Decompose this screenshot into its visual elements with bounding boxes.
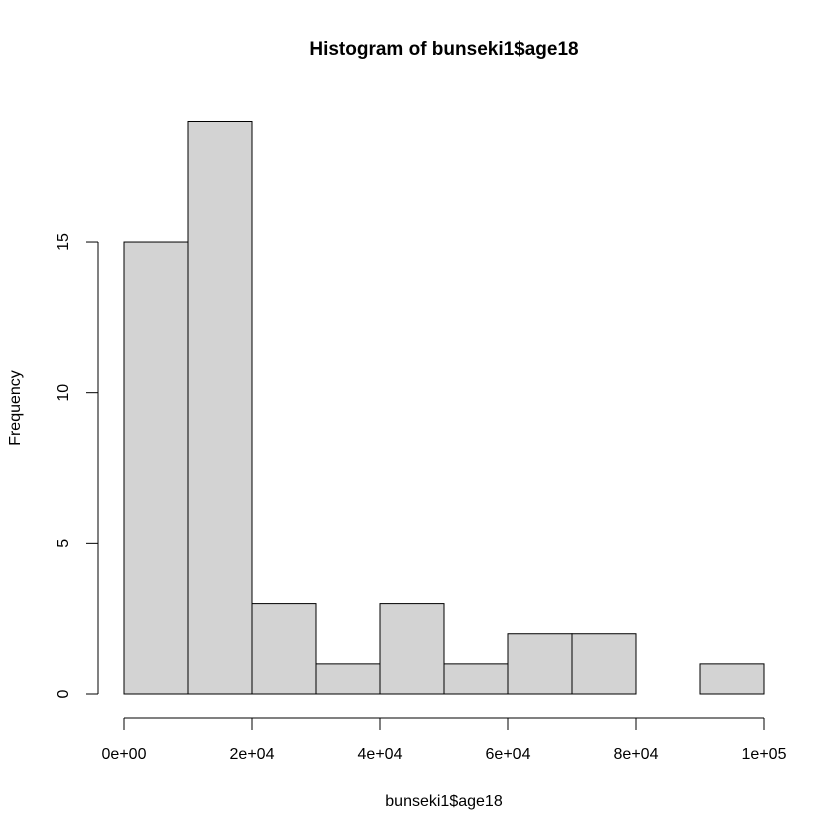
bar	[187, 121, 253, 695]
x-tick-label: 1e+05	[742, 746, 787, 763]
x-axis-label: bunseki1$age18	[385, 793, 503, 810]
bar	[443, 663, 509, 695]
bar	[571, 633, 637, 695]
bar	[507, 633, 573, 695]
x-tick-label: 4e+04	[358, 746, 403, 763]
bar	[123, 241, 189, 695]
y-tick-label: 15	[55, 233, 72, 251]
bar	[699, 663, 765, 695]
x-tick-label: 6e+04	[486, 746, 531, 763]
x-tick-label: 0e+00	[102, 746, 147, 763]
y-tick-label: 5	[55, 539, 72, 548]
bar	[315, 663, 381, 695]
x-tick-label: 2e+04	[230, 746, 275, 763]
y-axis-label: Frequency	[7, 370, 24, 446]
x-tick-label: 8e+04	[614, 746, 659, 763]
y-tick-label: 10	[55, 384, 72, 402]
y-tick-label: 0	[55, 689, 72, 698]
chart-title: Histogram of bunseki1$age18	[309, 39, 578, 60]
bar	[251, 603, 317, 695]
bar	[379, 603, 445, 695]
